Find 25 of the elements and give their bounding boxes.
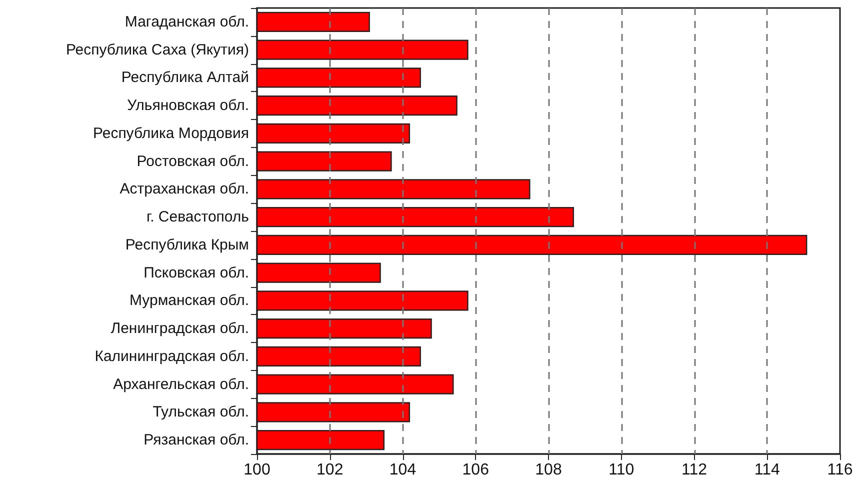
y-tick-label: Тульская обл. [152,404,249,421]
y-tick-label: Архангельская обл. [113,376,249,393]
x-tick-label: 102 [316,462,344,478]
x-tick-label: 114 [754,462,780,478]
y-tick-label: Республика Мордовия [93,124,249,142]
x-tick-label: 108 [535,462,562,478]
x-tick-label: 104 [389,462,416,478]
y-tick-label: Астраханская обл. [120,180,249,198]
y-tick-label: Рязанская обл. [144,432,249,449]
x-tick-label: 100 [244,462,270,478]
y-tick-label: г. Севастополь [146,208,250,226]
y-tick-label: Ульяновская обл. [127,97,249,114]
x-tick-label: 106 [462,462,490,478]
y-tick-label: Республика Саха (Якутия) [66,41,249,58]
y-tick-label: Республика Крым [125,236,249,254]
y-tick-label: Республика Алтай [121,69,249,86]
y-tick-label: Магаданская обл. [124,13,249,30]
y-tick-label: Калининградская обл. [94,348,249,365]
y-tick-label: Ростовская обл. [136,152,249,170]
x-tick-label: 110 [608,462,634,478]
x-tick-label: 112 [681,462,708,478]
x-tick-label: 116 [827,462,853,478]
y-tick-label: Мурманская обл. [130,292,249,310]
y-tick-label: Псковская обл. [144,264,249,282]
y-tick-label: Ленинградская обл. [110,320,249,338]
